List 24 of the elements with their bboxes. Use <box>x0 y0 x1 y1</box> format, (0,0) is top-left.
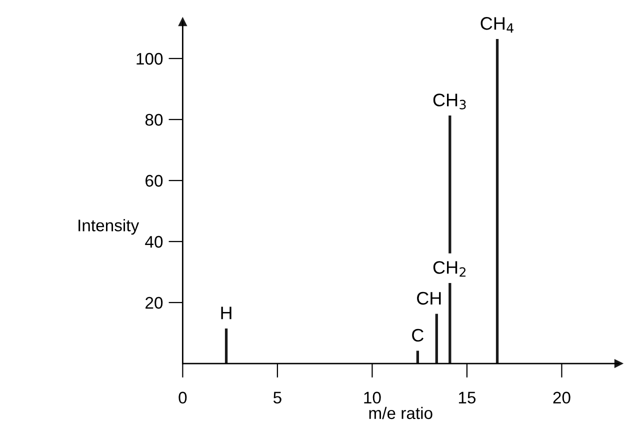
x-tick-label: 20 <box>553 392 570 404</box>
x-tick-label: 10 <box>364 392 381 404</box>
bar <box>496 38 499 364</box>
annotation: CH$_{4}$ <box>480 17 514 33</box>
x-tick-label: 5 <box>273 392 282 404</box>
x-tick-label: 0 <box>178 392 187 404</box>
y-axis-title: Intensity <box>78 219 140 235</box>
annotation: CH$_{3}$ <box>433 94 466 110</box>
y-tick-label: 20 <box>146 296 163 309</box>
annotation: C <box>412 328 424 342</box>
y-tick-label: 80 <box>145 114 163 126</box>
bar <box>416 350 420 364</box>
y-tick-label: 100 <box>136 52 163 65</box>
x-axis-title: m/e ratio <box>369 406 432 420</box>
x-tick-label: 15 <box>458 392 476 404</box>
bar <box>448 283 452 364</box>
annotation: CH <box>417 292 441 305</box>
bar <box>435 314 438 364</box>
bar <box>224 328 228 364</box>
annotation: H <box>221 306 232 320</box>
y-tick-label: 60 <box>146 174 163 187</box>
y-tick-label: 40 <box>145 236 163 248</box>
annotation: CH$_{2}$ <box>433 261 466 277</box>
bar <box>448 116 452 254</box>
